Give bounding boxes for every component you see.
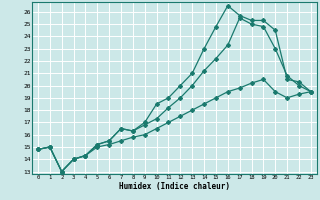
X-axis label: Humidex (Indice chaleur): Humidex (Indice chaleur) bbox=[119, 182, 230, 191]
